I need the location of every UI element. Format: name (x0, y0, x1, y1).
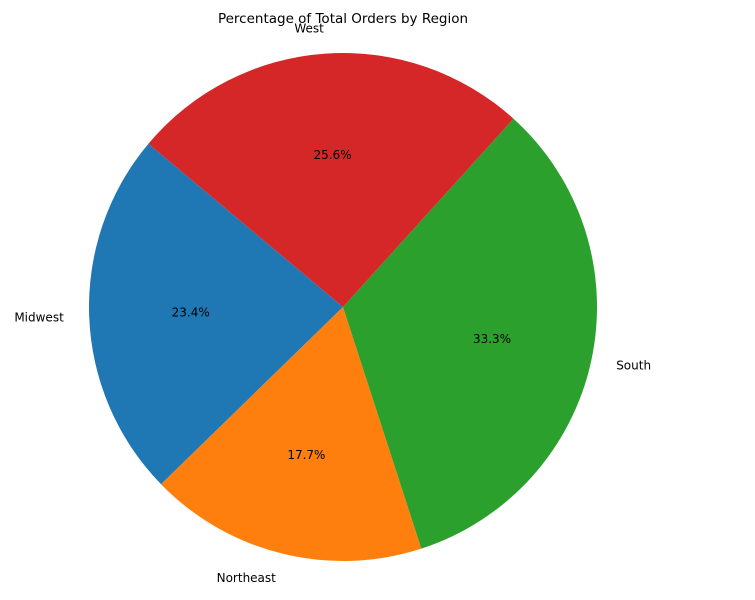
pie-slice-northeast (161, 307, 422, 561)
pie-value-label-south: 33.3% (473, 332, 511, 346)
chart-title: Percentage of Total Orders by Region (218, 11, 468, 27)
pie-slice-midwest (88, 143, 343, 485)
pie-category-label-northeast: Northeast (217, 571, 277, 585)
pie-category-label-west: West (294, 21, 324, 35)
pie-category-label-south: South (616, 359, 651, 373)
pie-slice-west (148, 53, 514, 307)
pie-slice-south (343, 118, 597, 549)
pie-labels: 23.4% Midwest 17.7% Northeast 33.3% South 25.6… (14, 21, 651, 585)
pie-category-label-midwest: Midwest (14, 310, 64, 324)
pie-value-label-midwest: 23.4% (172, 306, 210, 320)
pie-value-label-northeast: 17.7% (287, 448, 325, 462)
pie-value-label-west: 25.6% (314, 148, 352, 162)
pie-slices (88, 53, 597, 561)
